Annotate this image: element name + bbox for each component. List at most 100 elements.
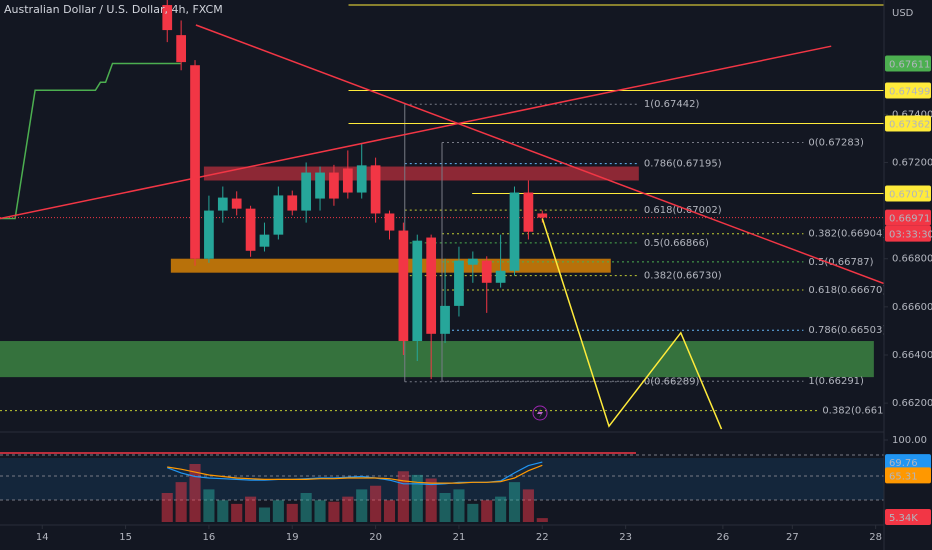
volume-bar (272, 500, 284, 522)
chart-title: Australian Dollar / U.S. Dollar, 4h, FXC… (4, 3, 223, 16)
candle-body (495, 270, 506, 283)
x-tick-label: 22 (536, 532, 549, 543)
volume-bar (245, 496, 257, 522)
y-tick-label: 0.66200 (892, 398, 932, 409)
candle-body (273, 195, 284, 235)
zone (170, 258, 611, 273)
volume-bar (425, 478, 437, 522)
candle-body (537, 213, 548, 218)
axis-label: 0.67071 (889, 189, 930, 200)
volume-bar (439, 493, 451, 522)
y-tick-label: 0.67200 (892, 157, 932, 168)
candle-body (370, 165, 381, 214)
axis-label: 0.67362 (889, 119, 930, 130)
candle-body (190, 65, 200, 259)
fib-label: 0(0.66289) (644, 377, 700, 388)
volume-bar (342, 496, 354, 522)
lower-pane (0, 452, 884, 522)
candle-body (329, 172, 339, 199)
candle-body (481, 260, 492, 283)
candle-body (162, 5, 173, 31)
volume-bar (217, 500, 229, 522)
fib-label: 0.786(0.66503) (808, 325, 886, 336)
volume-bar (189, 464, 201, 522)
event-bolt (537, 408, 543, 418)
axis-label: 0.67611 (889, 60, 930, 71)
candle-body (412, 240, 423, 342)
rsi-tick-label: 100.00 (892, 435, 927, 446)
fib-label: 1(0.67442) (644, 99, 700, 110)
candle-body (384, 213, 395, 231)
volume-bar (411, 474, 423, 522)
fib-label: 0.5(0.66866) (644, 238, 709, 249)
axis-label-box (885, 467, 931, 484)
trendline (195, 24, 884, 285)
volume-bar (397, 471, 409, 522)
volume-bar (453, 489, 465, 522)
fib-label: 0.618(0.67002) (644, 205, 722, 216)
y-tick-label: 0.66800 (892, 254, 932, 265)
volume-bar (467, 503, 479, 522)
volume-bar (370, 485, 382, 522)
volume-bar (286, 503, 298, 522)
x-tick-label: 26 (717, 532, 730, 543)
volume-bar (231, 503, 243, 522)
candle-body (467, 258, 478, 265)
axis-label-box (885, 209, 931, 226)
axis-label-box (885, 509, 931, 525)
axis-label: 5.34K (889, 513, 918, 524)
stop-line (0, 62, 181, 220)
trendline (0, 45, 832, 220)
candle-body (231, 198, 242, 209)
candle-body (204, 210, 214, 259)
zone (0, 341, 874, 378)
volume-bar (508, 482, 521, 522)
y-tick-label: 0.67400 (892, 109, 932, 120)
candle-body (356, 165, 367, 193)
x-tick-label: 21 (453, 532, 466, 543)
axis-label: 69.76 (889, 458, 918, 469)
rsi-ma-line (167, 464, 543, 484)
fib-label: 0.382(0.66730) (644, 271, 722, 282)
candle-body (259, 234, 270, 247)
candle-body (398, 230, 409, 342)
volume-bar (536, 518, 548, 522)
axis-label-box (885, 82, 931, 99)
axis-label: 0.67499 (889, 86, 930, 97)
fib-label: 0.382(0.66904) (808, 229, 886, 240)
currency-label: USD (892, 8, 914, 19)
x-tick-label: 19 (286, 532, 299, 543)
x-tick-label: 14 (36, 532, 49, 543)
axis-label-box (885, 55, 931, 72)
volume-bar (175, 482, 187, 522)
candle-body (509, 192, 520, 271)
candle-body (245, 208, 256, 251)
volume-bar (495, 496, 507, 522)
axis-label: 65.31 (889, 471, 918, 482)
main-pane: 1(0.67442) 0.786(0.67195) 0.618(0.67002) 0.… (0, 0, 886, 430)
x-tick-label: 16 (203, 532, 216, 543)
fib-label: 0.618(0.66670) (808, 285, 886, 296)
candle-body (287, 195, 298, 211)
candle-body (176, 35, 186, 63)
axis-label-box (885, 185, 931, 202)
x-tick-label: 20 (369, 532, 382, 543)
y-tick-label: 0.66600 (892, 302, 932, 313)
volume-bar (522, 489, 534, 522)
axis-label: 03:33:30 (889, 230, 932, 241)
volume-bar (258, 507, 271, 522)
fib-label: 1(0.66291) (808, 376, 864, 387)
volume-bar (481, 500, 493, 522)
volume-bar (203, 489, 215, 522)
event-icon[interactable] (532, 405, 548, 421)
zone (203, 166, 639, 181)
x-tick-label: 27 (786, 532, 799, 543)
candle-body (440, 305, 450, 334)
candle-body (342, 168, 353, 193)
axis-label-box (885, 225, 931, 242)
fib-label: 0.786(0.67195) (644, 159, 722, 170)
candle-body (301, 172, 312, 211)
candle-body (217, 197, 228, 211)
